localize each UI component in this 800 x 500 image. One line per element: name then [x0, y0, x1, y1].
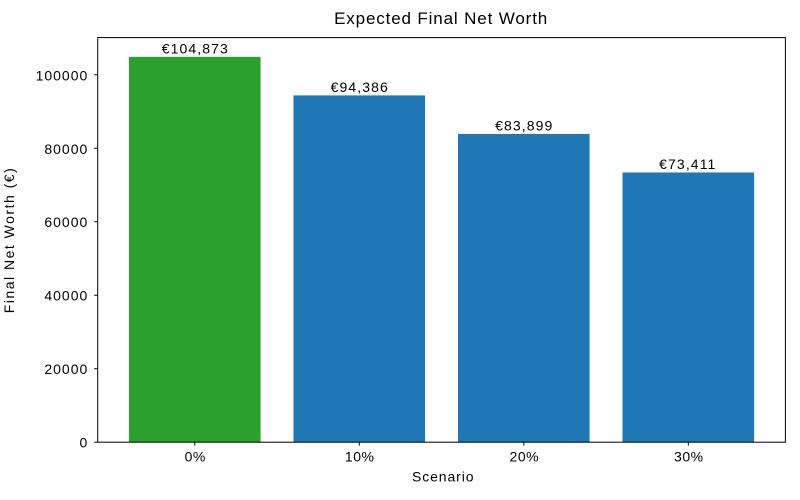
svg-text:€73,411: €73,411	[659, 156, 716, 172]
svg-text:€104,873: €104,873	[162, 41, 229, 57]
svg-text:100000: 100000	[36, 67, 89, 83]
svg-text:10%: 10%	[345, 449, 375, 465]
svg-text:Scenario: Scenario	[412, 469, 474, 485]
svg-text:40000: 40000	[44, 288, 88, 304]
svg-text:0%: 0%	[185, 449, 206, 465]
svg-text:Final Net Worth (€): Final Net Worth (€)	[1, 167, 17, 314]
svg-text:20%: 20%	[510, 449, 540, 465]
svg-text:€94,386: €94,386	[331, 79, 389, 95]
svg-text:20000: 20000	[44, 361, 88, 377]
svg-text:60000: 60000	[44, 214, 88, 230]
svg-text:Expected Final Net Worth: Expected Final Net Worth	[334, 9, 548, 28]
svg-text:0: 0	[80, 435, 89, 451]
svg-text:30%: 30%	[674, 449, 704, 465]
svg-text:80000: 80000	[44, 141, 88, 157]
svg-text:€83,899: €83,899	[495, 118, 553, 134]
